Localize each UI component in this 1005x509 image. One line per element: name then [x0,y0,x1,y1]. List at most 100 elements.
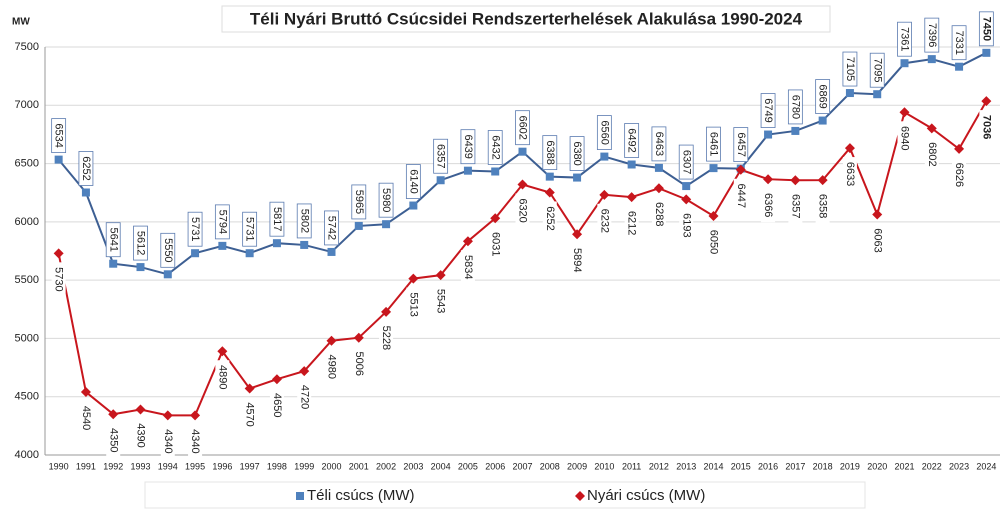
value-label-group: 6063 [870,223,885,258]
value-label-bg [269,388,284,423]
value-label-box [160,232,176,268]
marker [653,183,664,194]
x-tick-label: 1998 [267,461,287,471]
marker [245,249,254,258]
marker [927,55,936,64]
marker [327,247,336,256]
marker [955,62,964,71]
x-tick-label: 1996 [212,461,232,471]
value-label: 7450 [980,17,992,41]
value-label-bg [679,208,694,243]
marker [900,59,909,68]
value-label-group: 5794 [214,204,230,240]
value-label: 5802 [298,209,310,233]
marker [981,96,992,107]
y-tick-label: 5000 [15,332,39,344]
value-label-box [924,17,940,53]
value-label: 4650 [271,393,283,417]
x-tick-label: 2010 [594,461,614,471]
value-label-bg [51,262,66,297]
value-label-box [569,136,585,171]
value-label-group: 6432 [487,130,503,165]
value-label-group: 5228 [379,320,394,355]
value-label-box [624,123,640,158]
marker [271,374,282,385]
marker [353,332,364,343]
value-label-group: 4890 [215,360,230,395]
marker [409,201,418,210]
marker [708,211,719,222]
value-label: 6358 [817,194,829,218]
value-label-box [897,21,912,57]
value-label: 6357 [435,144,447,168]
value-label-group: 5731 [242,211,258,247]
legend-marker [296,492,304,500]
marker [326,335,337,346]
marker [873,90,882,99]
marker [436,176,445,185]
marker [163,270,172,279]
value-label-group: 4540 [78,401,93,436]
value-label: 5006 [353,351,365,375]
marker [108,409,119,420]
title-box [221,5,831,33]
value-label-group: 4720 [297,380,312,415]
value-label-bg [924,137,939,172]
value-label-bg [406,287,421,322]
value-label: 6602 [517,115,529,139]
legend-marker [575,491,585,501]
value-label-bg [815,189,830,224]
x-tick-label: 2006 [485,461,505,471]
value-label: 4980 [326,355,338,379]
value-label: 5794 [216,210,228,234]
x-tick-label: 2015 [731,461,751,471]
value-label: 4720 [298,385,310,409]
x-tick-label: 2021 [894,461,914,471]
value-label-box [242,211,258,247]
value-label: 6288 [653,202,665,226]
x-tick-label: 2020 [867,461,887,471]
marker [709,164,718,173]
value-label-group: 6140 [405,164,421,199]
value-label-group: 6560 [596,115,612,150]
value-label-bg [624,206,639,241]
value-label-bg [215,360,230,395]
x-tick-label: 2018 [813,461,833,471]
x-tick-label: 2001 [349,461,369,471]
marker [764,130,773,139]
x-tick-label: 2008 [540,461,560,471]
value-label-box [978,11,994,47]
value-label: 5543 [435,289,447,313]
value-label: 6463 [653,132,665,156]
value-label-group: 6232 [597,203,612,238]
marker [872,209,883,220]
value-label-bg [297,380,312,415]
marker [300,240,309,249]
x-tick-label: 2022 [922,461,942,471]
value-label-group: 7331 [951,25,967,61]
value-label-group: 6749 [760,93,776,128]
value-label-group: 5802 [296,203,312,239]
value-label: 5641 [107,227,119,251]
x-tick-label: 1993 [130,461,150,471]
y-tick-label: 4000 [15,449,39,461]
value-label-group: 6388 [542,135,558,171]
value-label-group: 6288 [651,197,666,232]
y-tick-label: 7500 [15,41,39,53]
legend-label: Téli csúcs (MW) [307,487,415,504]
value-label-bg [597,203,612,238]
value-label-group: 6320 [515,193,530,228]
value-label-group: 6366 [761,188,776,223]
value-label: 6212 [626,211,638,235]
marker [490,213,501,224]
value-label: 5731 [244,217,256,241]
marker [600,152,609,161]
value-label: 6749 [762,98,774,122]
value-label-group: 4570 [242,397,257,432]
value-label-box [787,89,803,125]
value-label-box [651,126,667,162]
x-tick-label: 2013 [676,461,696,471]
value-label-bg [133,418,148,453]
value-label: 6307 [680,150,692,174]
